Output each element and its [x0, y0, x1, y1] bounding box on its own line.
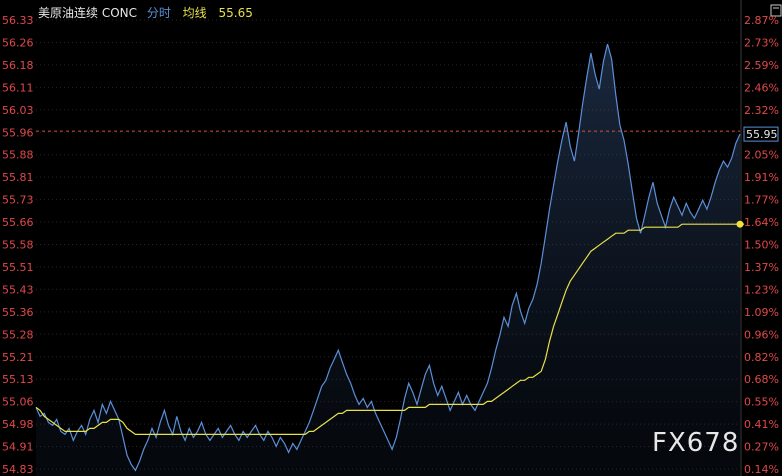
y-left-tick-label: 55.21 — [2, 351, 34, 364]
y-right-tick-label: 1.77% — [744, 194, 779, 207]
last-price-label: 55.95 — [746, 128, 778, 141]
y-left-tick-label: 55.58 — [2, 239, 34, 252]
y-right-tick-label: 0.96% — [744, 328, 779, 341]
y-axis-left: 56.33 56.26 56.18 56.11 56.03 55.96 55.88 55.81… — [2, 14, 34, 476]
y-right-tick-label: 0.27% — [744, 441, 779, 454]
watermark: FX678 — [652, 428, 739, 458]
y-axis-right: 2.87%2.73%2.59%2.46%2.32%2.18%2.05%1.91%… — [744, 14, 779, 476]
y-right-tick-label: 1.23% — [744, 283, 779, 296]
y-left-tick-label: 55.96 — [2, 126, 34, 139]
y-left-tick-label: 55.36 — [2, 306, 34, 319]
y-right-tick-label: 1.50% — [744, 239, 779, 252]
y-left-tick-label: 55.81 — [2, 171, 34, 184]
avg-value: 55.65 — [219, 6, 253, 20]
y-right-tick-label: 2.59% — [744, 59, 779, 72]
y-right-tick-label: 1.09% — [744, 306, 779, 319]
y-left-tick-label: 54.83 — [2, 463, 34, 476]
y-right-tick-label: 1.64% — [744, 216, 779, 229]
y-right-tick-label: 2.87% — [744, 14, 779, 27]
grid-lines — [36, 0, 742, 476]
y-right-tick-label: 0.82% — [744, 351, 779, 364]
y-left-tick-label: 56.18 — [2, 59, 34, 72]
instrument-name: 美原油连续 CONC — [38, 5, 137, 20]
avg-label: 均线 — [183, 6, 207, 20]
y-left-tick-label: 55.43 — [2, 283, 34, 296]
y-right-tick-label: 2.05% — [744, 149, 779, 162]
mode-label[interactable]: 分时 — [147, 6, 171, 20]
y-left-tick-label: 55.88 — [2, 149, 34, 162]
y-left-tick-label: 55.73 — [2, 194, 34, 207]
last-price-box: 55.95 — [743, 126, 779, 142]
y-left-tick-label: 54.91 — [2, 441, 34, 454]
price-series-line — [35, 43, 741, 472]
y-left-tick-label: 55.13 — [2, 373, 34, 386]
y-right-tick-label: 2.46% — [744, 81, 779, 94]
average-series-line — [35, 223, 745, 435]
svg-text:美原油连续 CONC 分时 均线 5: 美原油连续 CONC 分时 均线 55.65 — [38, 5, 253, 20]
y-right-tick-label: 2.32% — [744, 104, 779, 117]
corner-button[interactable] — [770, 4, 782, 17]
y-right-tick-label: 0.14% — [744, 463, 779, 476]
y-right-tick-label: 1.37% — [744, 261, 779, 274]
y-left-tick-label: 56.11 — [2, 81, 34, 94]
y-right-tick-label: 1.91% — [744, 171, 779, 184]
y-right-tick-label: 0.41% — [744, 418, 779, 431]
y-right-tick-label: 0.68% — [744, 373, 779, 386]
y-left-tick-label: 56.33 — [2, 14, 34, 27]
average-end-marker — [736, 220, 744, 228]
y-right-tick-label: 2.73% — [744, 36, 779, 49]
y-left-tick-label: 55.28 — [2, 328, 34, 341]
y-right-tick-label: 0.55% — [744, 396, 779, 409]
y-left-tick-label: 56.26 — [2, 36, 34, 49]
y-left-tick-label: 55.51 — [2, 261, 34, 274]
y-left-tick-label: 54.98 — [2, 418, 34, 431]
y-left-tick-label: 55.66 — [2, 216, 34, 229]
price-area-fill — [36, 44, 740, 476]
y-left-tick-label: 55.06 — [2, 396, 34, 409]
y-left-tick-label: 56.03 — [2, 104, 34, 117]
